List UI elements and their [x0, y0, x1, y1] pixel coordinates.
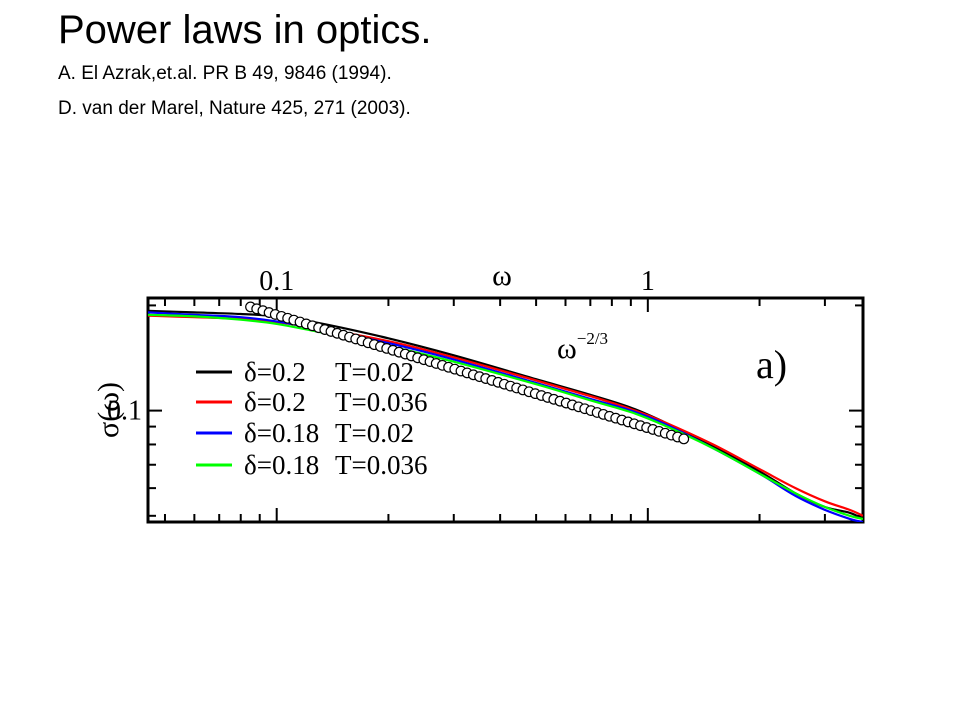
legend-label-temperature-1: T=0.02: [335, 357, 414, 387]
legend-label-delta-2: δ=0.2: [244, 387, 306, 417]
series-line-4: [148, 313, 863, 520]
x-axis-label: ω: [492, 259, 512, 292]
power-law-annotation: ω−2/3: [557, 329, 608, 365]
axis-ticks: [148, 298, 863, 522]
series-line-3: [148, 311, 863, 522]
legend: δ=0.2 T=0.02 δ=0.2 T=0.036 δ=0.18 T=0.02 δ=0.1…: [196, 357, 427, 480]
y-tick-label: 0.1: [107, 396, 142, 427]
legend-label-delta-3: δ=0.18: [244, 418, 319, 448]
legend-label-delta-1: δ=0.2: [244, 357, 306, 387]
legend-label-temperature-2: T=0.036: [335, 387, 427, 417]
tick-labels: 0.1 1 0.1: [107, 266, 655, 427]
power-law-base: ω: [557, 332, 577, 365]
x-tick-label: 0.1: [259, 266, 294, 297]
reference-1: A. El Azrak,et.al. PR B 49, 9846 (1994).: [58, 63, 392, 84]
data-curves: [148, 309, 863, 522]
slide-title: Power laws in optics.: [58, 8, 432, 52]
power-law-exponent: −2/3: [577, 329, 608, 348]
y-axis-label: σ(ω): [92, 382, 125, 438]
legend-label-temperature-4: T=0.036: [335, 450, 427, 480]
legend-label-temperature-3: T=0.02: [335, 418, 414, 448]
legend-label-delta-4: δ=0.18: [244, 450, 319, 480]
x-tick-label: 1: [641, 266, 655, 297]
panel-label: a): [756, 342, 787, 387]
power-law-marker: [678, 433, 690, 445]
reference-2: D. van der Marel, Nature 425, 271 (2003)…: [58, 98, 411, 119]
data-markers: [245, 301, 690, 445]
